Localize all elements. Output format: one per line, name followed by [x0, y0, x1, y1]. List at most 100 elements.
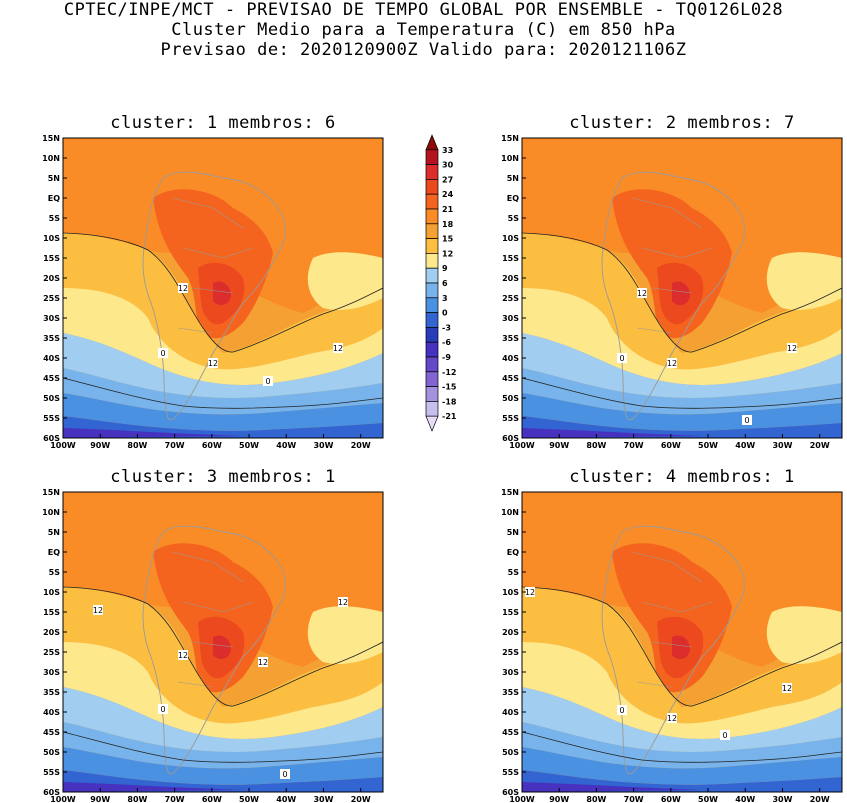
lon-tick-label: 70W: [624, 795, 644, 803]
temperature-field: [522, 138, 842, 438]
temperature-field: [63, 138, 383, 438]
map-frame: [521, 137, 843, 439]
temperature-field: [63, 492, 383, 792]
lon-tick-label: 40W: [276, 795, 296, 803]
colorbar-segment: [425, 267, 439, 284]
lat-tick-label: 55S: [43, 768, 60, 777]
contour-label: 0: [160, 349, 165, 358]
lon-tick-label: 50W: [698, 795, 718, 803]
lat-tick-label: 25S: [502, 294, 519, 303]
lat-tick-label: 60S: [43, 788, 60, 797]
contour-label-box: [720, 730, 730, 740]
colorbar-label: 21: [442, 205, 454, 214]
lon-tick-label: 20W: [351, 795, 371, 803]
contour-label: 12: [667, 714, 677, 723]
lat-tick-label: 15S: [43, 608, 60, 617]
colorbar-segment: [425, 297, 439, 313]
contour-label: 12: [525, 588, 535, 597]
colorbar-label: 18: [442, 220, 454, 229]
lat-tick-label: 40S: [43, 708, 60, 717]
colorbar-label: -15: [442, 383, 457, 392]
panel-2-title: cluster: 2 membros: 7: [569, 113, 795, 133]
colorbar-segment: [425, 327, 439, 343]
contour-label: 12: [178, 651, 188, 660]
lon-tick-label: 100W: [50, 441, 76, 450]
colorbar-segment: [425, 356, 439, 373]
contour-label: 0: [160, 705, 165, 714]
lon-tick-label: 80W: [586, 441, 606, 450]
contour-label: 0: [265, 377, 270, 386]
lat-tick-label: 10N: [42, 508, 60, 517]
lat-tick-label: 30S: [43, 668, 60, 677]
colorbar-label: -9: [442, 353, 451, 362]
contour-label-box: [667, 713, 677, 723]
colorbar-segment: [425, 223, 439, 239]
panel-3-title: cluster: 3 membros: 1: [110, 467, 336, 487]
lon-tick-label: 60W: [202, 441, 222, 450]
lon-tick-label: 70W: [165, 441, 185, 450]
map-panel-2: 12 12 12 0 0 15N 10N 5N EQ 5S 10S 15S 20S 25S 30S 35S 40…: [501, 134, 843, 450]
colorbar-label: -21: [442, 412, 457, 421]
lon-tick-label: 60W: [202, 795, 222, 803]
lat-tick-label: 20S: [502, 274, 519, 283]
lon-tick-label: 30W: [313, 441, 333, 450]
colorbar-label: 6: [442, 279, 448, 288]
colorbar-label: -3: [442, 323, 451, 332]
colorbar-label: -18: [442, 397, 457, 406]
lat-tick-label: 50S: [43, 748, 60, 757]
lon-tick-label: 30W: [772, 441, 792, 450]
header-line-1: CPTEC/INPE/MCT - PREVISAO DE TEMPO GLOBA…: [63, 0, 784, 20]
lat-tick-label: 55S: [43, 414, 60, 423]
lat-tick-label: 10N: [42, 154, 60, 163]
contour-label-box: [782, 683, 792, 693]
lon-tick-label: 100W: [509, 441, 535, 450]
figure-header: CPTEC/INPE/MCT - PREVISAO DE TEMPO GLOBA…: [0, 0, 847, 60]
contour-label-box: [617, 353, 627, 363]
lat-tick-label: 15N: [501, 488, 519, 497]
lat-tick-label: 15S: [502, 254, 519, 263]
colorbar-label: 24: [442, 190, 454, 199]
map-frame: [521, 491, 843, 793]
lat-tick-label: 60S: [502, 788, 519, 797]
contour-label: 12: [667, 359, 677, 368]
contour-label-box: [263, 376, 273, 386]
lat-tick-label: 20S: [43, 274, 60, 283]
contour-label-box: [280, 769, 290, 779]
lat-tick-label: 50S: [502, 748, 519, 757]
lat-tick-label: 15N: [42, 134, 60, 143]
contour-label-box: [637, 288, 647, 298]
contour-label: 12: [178, 284, 188, 293]
map-frame: [62, 491, 384, 793]
contour-label: 0: [744, 416, 749, 425]
lon-tick-label: 80W: [586, 795, 606, 803]
contour-label-box: [178, 283, 188, 293]
lat-tick-label: 20S: [43, 628, 60, 637]
lat-tick-label: 20S: [502, 628, 519, 637]
lon-tick-label: 90W: [90, 441, 110, 450]
contour-label: 12: [787, 344, 797, 353]
lat-tick-label: EQ: [507, 194, 519, 203]
lon-tick-label: 60W: [661, 795, 681, 803]
lon-tick-label: 20W: [351, 441, 371, 450]
colorbar-segment: [425, 401, 439, 417]
contour-label-box: [333, 343, 343, 353]
lat-tick-label: 10S: [43, 234, 60, 243]
lat-tick-label: 10S: [502, 588, 519, 597]
lat-tick-label: EQ: [48, 194, 60, 203]
lon-tick-label: 90W: [549, 795, 569, 803]
lat-tick-label: 10N: [501, 154, 519, 163]
lat-tick-label: 50S: [43, 394, 60, 403]
contour-label: 0: [619, 706, 624, 715]
colorbar-segment: [425, 208, 439, 225]
lat-tick-label: 25S: [43, 294, 60, 303]
lat-tick-label: 5S: [49, 214, 61, 223]
lat-tick-label: 35S: [43, 688, 60, 697]
lat-tick-label: 15N: [501, 134, 519, 143]
contour-label-box: [158, 704, 168, 714]
lat-tick-label: 10S: [502, 234, 519, 243]
lat-tick-label: 10N: [501, 508, 519, 517]
colorbar-segment: [425, 253, 439, 269]
colorbar-segment: [425, 238, 439, 254]
